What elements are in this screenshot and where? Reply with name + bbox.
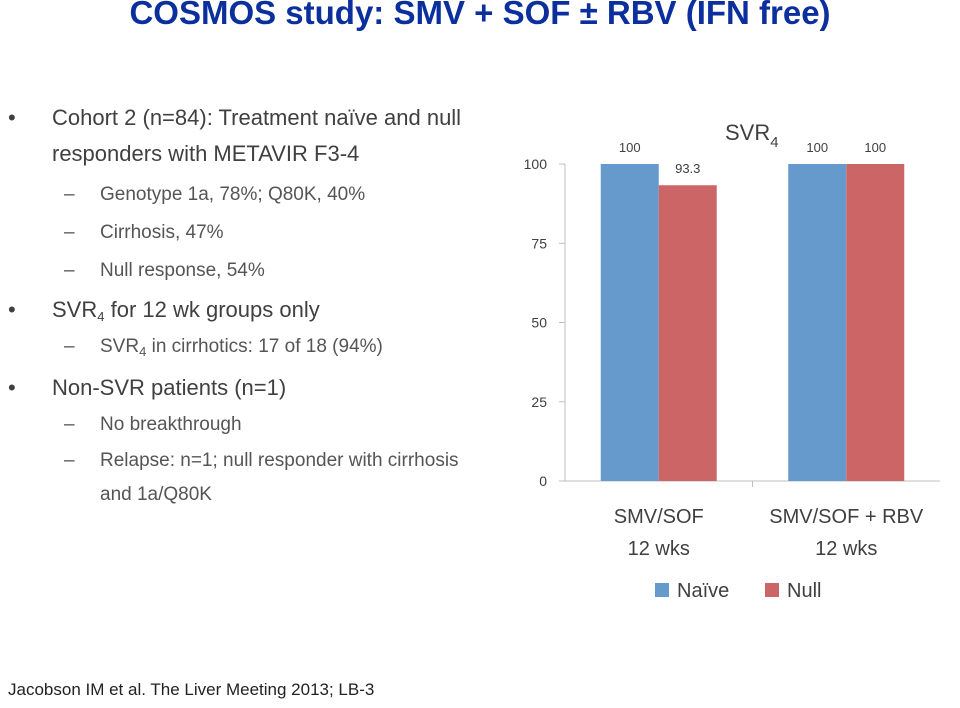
bullet-dot: • [8, 297, 16, 322]
bar-data-label: 93.3 [675, 161, 700, 176]
x-category-label: SMV/SOF [614, 506, 704, 528]
sub-bullet-cirrhosis: – Cirrhosis, 47% [8, 214, 488, 252]
sub-bullet-genotype-text: Genotype 1a, 78%; Q80K, 40% [100, 184, 366, 205]
bullet-cohort-text: Cohort 2 (n=84): Treatment naïve and nul… [52, 105, 462, 166]
bullet-dot: • [8, 105, 16, 130]
citation-footer: Jacobson IM et al. The Liver Meeting 201… [8, 680, 375, 699]
bullet-svr-prefix: SVR [52, 297, 98, 322]
sub-bullet-svr-cirr-suffix: in cirrhotics: 17 of 18 (94%) [146, 336, 383, 357]
bar-data-label: 100 [619, 140, 641, 155]
bar-data-label: 100 [864, 140, 886, 155]
y-tick-label: 0 [539, 473, 547, 489]
sub-bullet-svr-cirr-prefix: SVR [100, 336, 140, 357]
sub-bullet-genotype: – Genotype 1a, 78%; Q80K, 40% [8, 176, 488, 214]
dash: – [64, 450, 75, 471]
x-category-label: SMV/SOF + RBV [769, 506, 924, 528]
y-tick-label: 75 [531, 235, 547, 251]
y-tick-label: 50 [531, 315, 547, 331]
y-tick-label: 100 [524, 156, 548, 172]
sub-bullet-no-breakthrough-text: No breakthrough [100, 414, 242, 435]
bullet-svr-suffix: for 12 wk groups only [104, 297, 320, 322]
bullet-dot: • [8, 375, 16, 400]
chart-title: SVR4 [725, 120, 779, 151]
x-category-label: 12 wks [628, 538, 690, 560]
legend-swatch [655, 583, 669, 597]
y-tick-label: 25 [531, 394, 547, 410]
x-category-label: 12 wks [815, 538, 877, 560]
bullet-non-svr: • Non-SVR patients (n=1) [8, 370, 488, 406]
slide-title: COSMOS study: SMV + SOF ± RBV (IFN free) [129, 0, 831, 31]
sub-bullet-svr-cirr-sub: 4 [139, 344, 147, 359]
bar-naive [600, 164, 659, 481]
bar-data-label: 100 [806, 140, 828, 155]
legend-label: Naïve [677, 580, 729, 602]
dash: – [64, 222, 75, 243]
sub-bullet-null-response: – Null response, 54% [8, 252, 488, 290]
legend-swatch [765, 583, 779, 597]
sub-bullet-svr-cirrhotics: – SVR4 in cirrhotics: 17 of 18 (94%) [8, 328, 488, 366]
bar-null [658, 185, 717, 481]
bullet-svr: • SVR4 for 12 wk groups only [8, 292, 488, 328]
dash: – [64, 336, 75, 357]
sub-bullet-relapse: – Relapse: n=1; null responder with cirr… [8, 444, 480, 512]
dash: – [64, 184, 75, 205]
bullet-list: • Cohort 2 (n=84): Treatment naïve and n… [8, 100, 488, 512]
bar-null [846, 164, 905, 481]
sub-bullet-cirrhosis-text: Cirrhosis, 47% [100, 222, 224, 243]
bar-naive [788, 164, 847, 481]
bullet-cohort: • Cohort 2 (n=84): Treatment naïve and n… [8, 100, 482, 172]
sub-bullet-relapse-text: Relapse: n=1; null responder with cirrho… [100, 450, 459, 505]
sub-bullet-null-response-text: Null response, 54% [100, 260, 265, 281]
sub-bullet-no-breakthrough: – No breakthrough [8, 406, 488, 444]
legend-label: Null [787, 580, 821, 602]
svr-bar-chart: 0 25 50 75 100 100 93.3 SMV/SOF 12 wks 100 100 SMV/… [524, 120, 940, 602]
dash: – [64, 260, 75, 281]
bullet-svr-sub: 4 [97, 309, 105, 324]
bullet-non-svr-text: Non-SVR patients (n=1) [52, 375, 287, 400]
dash: – [64, 414, 75, 435]
